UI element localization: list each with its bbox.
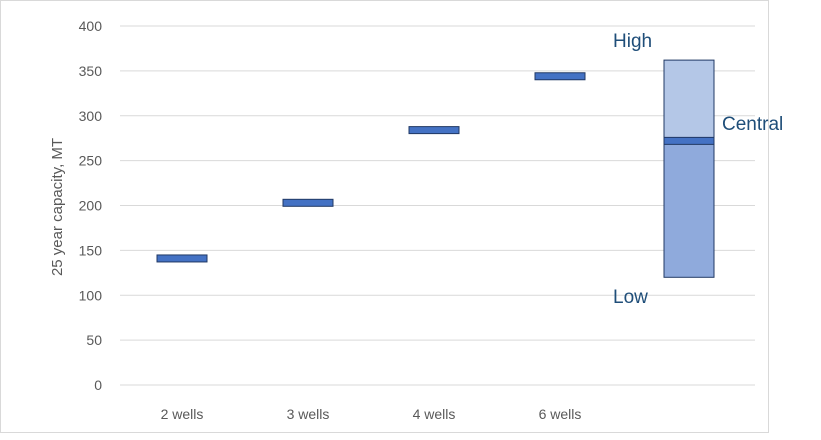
chart-frame (0, 0, 769, 433)
bar-marker-2-wells (156, 254, 208, 263)
central-label: Central (722, 114, 783, 135)
range-bar (663, 59, 715, 278)
y-tick-label: 50 (86, 332, 102, 348)
y-tick-label: 150 (79, 242, 103, 258)
y-tick-label: 300 (79, 108, 103, 124)
y-tick-label: 200 (79, 198, 103, 214)
bar-marker-6-wells (534, 72, 586, 81)
y-tick-label: 400 (79, 18, 103, 34)
bar-marker-4-wells (408, 126, 460, 135)
y-axis-label: 25 year capacity, MT (49, 138, 66, 276)
y-tick-label: 250 (79, 153, 103, 169)
low-label: Low (613, 287, 648, 308)
gridlines (120, 25, 755, 386)
range-central-marker (663, 136, 715, 145)
x-tick-label: 4 wells (413, 406, 456, 422)
bars (156, 72, 586, 263)
bar-marker-3-wells (282, 198, 334, 207)
y-tick-label: 350 (79, 63, 103, 79)
y-tick-label: 100 (79, 287, 103, 303)
y-tick-label: 0 (94, 377, 102, 393)
x-axis-ticks: 2 wells 3 wells 4 wells 6 wells (161, 406, 582, 422)
x-tick-label: 3 wells (287, 406, 330, 422)
y-axis-ticks: 0 50 100 150 200 250 300 350 400 (79, 18, 103, 393)
x-tick-label: 6 wells (539, 406, 582, 422)
range-lower-segment (663, 140, 715, 278)
range-upper-segment (663, 59, 715, 142)
x-tick-label: 2 wells (161, 406, 204, 422)
high-label: High (613, 31, 652, 52)
